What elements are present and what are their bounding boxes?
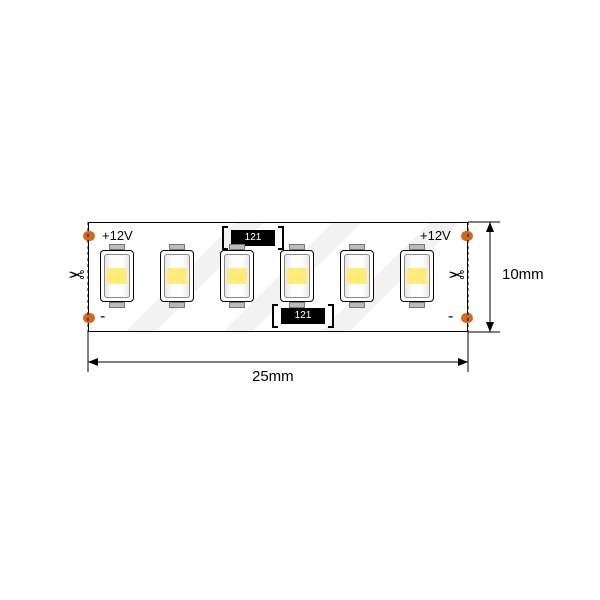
pad-top-right <box>461 231 473 241</box>
bracket-bot-left <box>272 304 278 328</box>
led-chip <box>400 244 434 308</box>
label-v-right: +12V <box>420 228 451 243</box>
bracket-bot-right <box>328 304 334 328</box>
led-chip <box>280 244 314 308</box>
label-v-left: +12V <box>102 228 133 243</box>
led-chip <box>220 244 254 308</box>
scissors-icon-right: ✂ <box>448 263 465 288</box>
pad-bot-right <box>461 313 473 323</box>
scissors-icon-left: ✂ <box>68 263 85 288</box>
led-chip <box>160 244 194 308</box>
led-chip <box>100 244 134 308</box>
diagram-canvas: +12V +12V - - 121 121 ✂ ✂ 10mm 25mm <box>0 0 600 600</box>
pad-top-left <box>83 231 95 241</box>
led-chip <box>340 244 374 308</box>
dim-width-label: 25mm <box>252 368 294 385</box>
resistor-bot: 121 <box>281 308 325 324</box>
label-neg-left: - <box>100 308 105 326</box>
pad-bot-left <box>83 313 95 323</box>
label-neg-right: - <box>448 308 453 326</box>
dim-height-label: 10mm <box>502 266 544 283</box>
